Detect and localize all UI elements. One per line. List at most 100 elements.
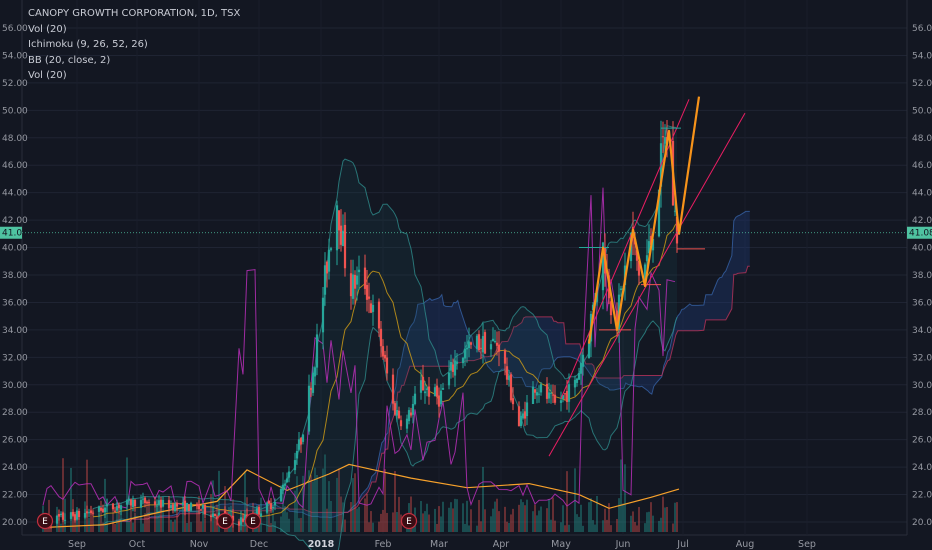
candle-body bbox=[421, 376, 425, 391]
y-tick-label-left: 38.00 bbox=[2, 271, 28, 281]
volume-bar bbox=[540, 506, 542, 532]
volume-bar bbox=[564, 525, 566, 532]
candle-body bbox=[175, 502, 179, 507]
volume-bar bbox=[504, 506, 506, 532]
volume-bar bbox=[148, 498, 150, 532]
candle-body bbox=[413, 393, 417, 405]
volume-bar bbox=[176, 499, 178, 532]
candle-body bbox=[553, 394, 557, 403]
volume-bar bbox=[512, 508, 514, 532]
volume-bar bbox=[462, 503, 464, 532]
volume-bar bbox=[466, 500, 468, 532]
candle-body bbox=[551, 394, 555, 396]
y-tick-label-left: 44.00 bbox=[2, 189, 28, 199]
candle-body bbox=[141, 498, 145, 500]
volume-bar bbox=[266, 503, 268, 532]
y-tick-label-left: 36.00 bbox=[2, 298, 28, 308]
candle-body bbox=[407, 410, 411, 422]
candle-body bbox=[131, 499, 135, 508]
volume-bar bbox=[676, 502, 678, 532]
volume-bar bbox=[202, 513, 204, 532]
volume-bar bbox=[438, 506, 440, 532]
candle-body bbox=[519, 415, 523, 427]
volume-bar bbox=[270, 523, 272, 532]
volume-bar bbox=[520, 499, 522, 532]
y-tick-label-left: 40.00 bbox=[2, 244, 28, 254]
volume-bar bbox=[100, 500, 102, 532]
volume-bar bbox=[160, 506, 162, 532]
candle-body bbox=[71, 511, 75, 516]
y-tick-label-right: 36.00 bbox=[912, 298, 932, 308]
volume-bar bbox=[118, 512, 120, 532]
candle-body bbox=[481, 336, 485, 353]
candle-body bbox=[441, 388, 445, 390]
candle-body bbox=[127, 498, 131, 501]
candle-body bbox=[469, 342, 473, 345]
volume-bar bbox=[106, 498, 108, 532]
last-price-value: 41.08 bbox=[909, 229, 932, 239]
volume-bar bbox=[114, 523, 116, 532]
candle-body bbox=[509, 374, 513, 401]
volume-bar bbox=[170, 519, 172, 532]
y-tick-label-right: 48.00 bbox=[912, 134, 932, 144]
candle-body bbox=[397, 410, 401, 419]
volume-bar bbox=[356, 508, 358, 532]
volume-bar bbox=[146, 506, 148, 532]
volume-bar bbox=[98, 514, 100, 532]
volume-bar bbox=[424, 511, 426, 532]
candle-body bbox=[405, 418, 409, 429]
y-tick-label-right: 26.00 bbox=[912, 436, 932, 446]
candle-body bbox=[171, 504, 175, 511]
candle-body bbox=[125, 499, 129, 505]
candle-body bbox=[531, 386, 535, 405]
candle-body bbox=[535, 392, 539, 396]
volume-bar bbox=[382, 509, 384, 532]
volume-bar bbox=[392, 512, 394, 532]
volume-bar bbox=[436, 523, 438, 532]
earnings-event-marker bbox=[244, 512, 262, 530]
volume-bar bbox=[204, 518, 206, 532]
volume-bar bbox=[162, 508, 164, 532]
volume-bar bbox=[582, 525, 584, 532]
volume-bar bbox=[338, 468, 340, 532]
y-tick-label-right: 24.00 bbox=[912, 463, 932, 473]
candle-body bbox=[215, 516, 219, 520]
candle-body bbox=[73, 514, 77, 521]
candle-body bbox=[325, 261, 329, 274]
candle-body bbox=[217, 512, 221, 519]
volume-bar bbox=[594, 524, 596, 532]
y-tick-label-right: 56.00 bbox=[912, 24, 932, 34]
candle-body bbox=[133, 499, 137, 507]
volume-bar bbox=[190, 522, 192, 532]
volume-bar bbox=[606, 519, 608, 532]
candle-body bbox=[143, 497, 147, 504]
candle-body bbox=[395, 409, 399, 416]
candle-body bbox=[77, 510, 81, 518]
volume-bar bbox=[368, 522, 370, 532]
candle-body bbox=[545, 383, 549, 399]
candle-body bbox=[661, 136, 665, 138]
volume-bar bbox=[590, 498, 592, 532]
volume-bar bbox=[396, 512, 398, 532]
candle-body bbox=[493, 340, 497, 343]
candle-body bbox=[351, 274, 355, 299]
candle-body bbox=[59, 513, 63, 515]
x-tick-label: Aug bbox=[736, 539, 755, 550]
candle-body bbox=[211, 513, 215, 517]
candle-body bbox=[269, 503, 273, 510]
candle-body bbox=[161, 499, 165, 507]
candle-body bbox=[187, 504, 191, 512]
candle-body bbox=[537, 393, 541, 395]
volume-bar bbox=[580, 504, 582, 532]
candle-body bbox=[223, 510, 227, 515]
y-tick-label-left: 32.00 bbox=[2, 353, 28, 363]
y-tick-label-right: 34.00 bbox=[912, 326, 932, 336]
volume-bar bbox=[526, 499, 528, 532]
candle-body bbox=[675, 216, 679, 244]
volume-bar bbox=[660, 517, 662, 532]
volume-bar bbox=[350, 502, 352, 532]
candle-body bbox=[573, 379, 577, 388]
volume-bar bbox=[592, 520, 594, 532]
volume-bar bbox=[454, 498, 456, 532]
